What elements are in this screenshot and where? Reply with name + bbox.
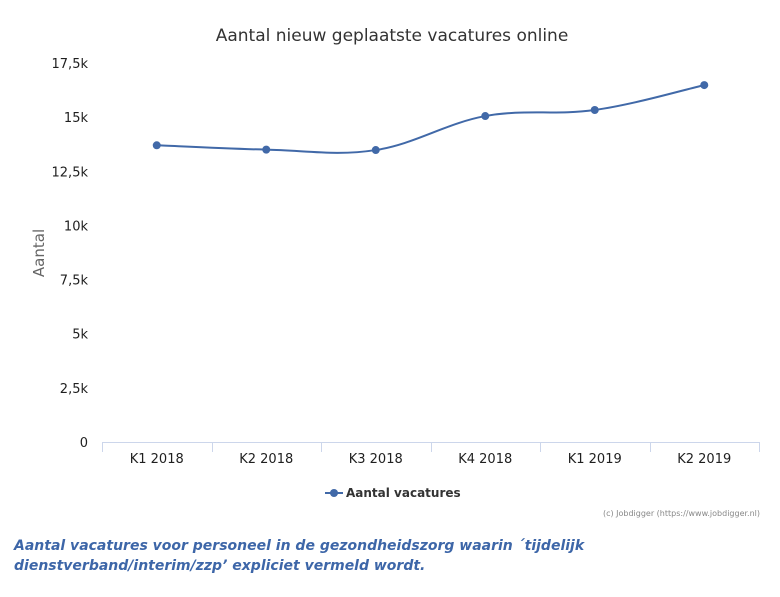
data-point xyxy=(700,81,709,90)
plot-area xyxy=(152,81,709,155)
data-point xyxy=(262,145,271,154)
line-chart: Aantal nieuw geplaatste vacatures online… xyxy=(30,26,760,518)
series-line xyxy=(156,84,705,154)
y-tick-label: 12,5k xyxy=(52,165,89,180)
x-tick-label: K1 2018 xyxy=(130,452,184,467)
x-tick-label: K3 2018 xyxy=(349,452,403,467)
y-tick-label: 10k xyxy=(64,219,89,234)
x-tick-label: K2 2019 xyxy=(677,452,731,467)
legend-marker xyxy=(330,489,338,497)
x-tick-label: K4 2018 xyxy=(458,452,512,467)
legend-label: Aantal vacatures xyxy=(346,486,461,500)
data-point xyxy=(371,146,380,155)
data-point xyxy=(481,112,490,121)
x-axis: K1 2018 K2 2018 K3 2018 K4 2018 K1 2019 K2 20… xyxy=(102,442,760,467)
chart-title: Aantal nieuw geplaatste vacatures online xyxy=(216,26,569,46)
y-tick-label: 0 xyxy=(80,436,88,451)
y-tick-label: 2,5k xyxy=(60,382,89,397)
y-tick-label: 5k xyxy=(72,328,88,343)
data-point xyxy=(590,105,599,114)
legend[interactable]: Aantal vacatures xyxy=(325,486,461,500)
x-tick-label: K1 2019 xyxy=(568,452,622,467)
x-tick-label: K2 2018 xyxy=(239,452,293,467)
credits-text[interactable]: (c) Jobdigger (https://www.jobdigger.nl) xyxy=(603,509,760,518)
chart-caption: Aantal vacatures voor personeel in de ge… xyxy=(14,538,585,574)
y-axis-label: Aantal xyxy=(30,229,48,277)
data-point xyxy=(152,141,161,150)
y-tick-label: 7,5k xyxy=(60,274,89,289)
y-axis-ticks: 0 2,5k 5k 7,5k 10k 12,5k 15k 17,5k xyxy=(52,57,89,451)
y-tick-label: 17,5k xyxy=(52,57,89,72)
y-tick-label: 15k xyxy=(64,111,89,126)
